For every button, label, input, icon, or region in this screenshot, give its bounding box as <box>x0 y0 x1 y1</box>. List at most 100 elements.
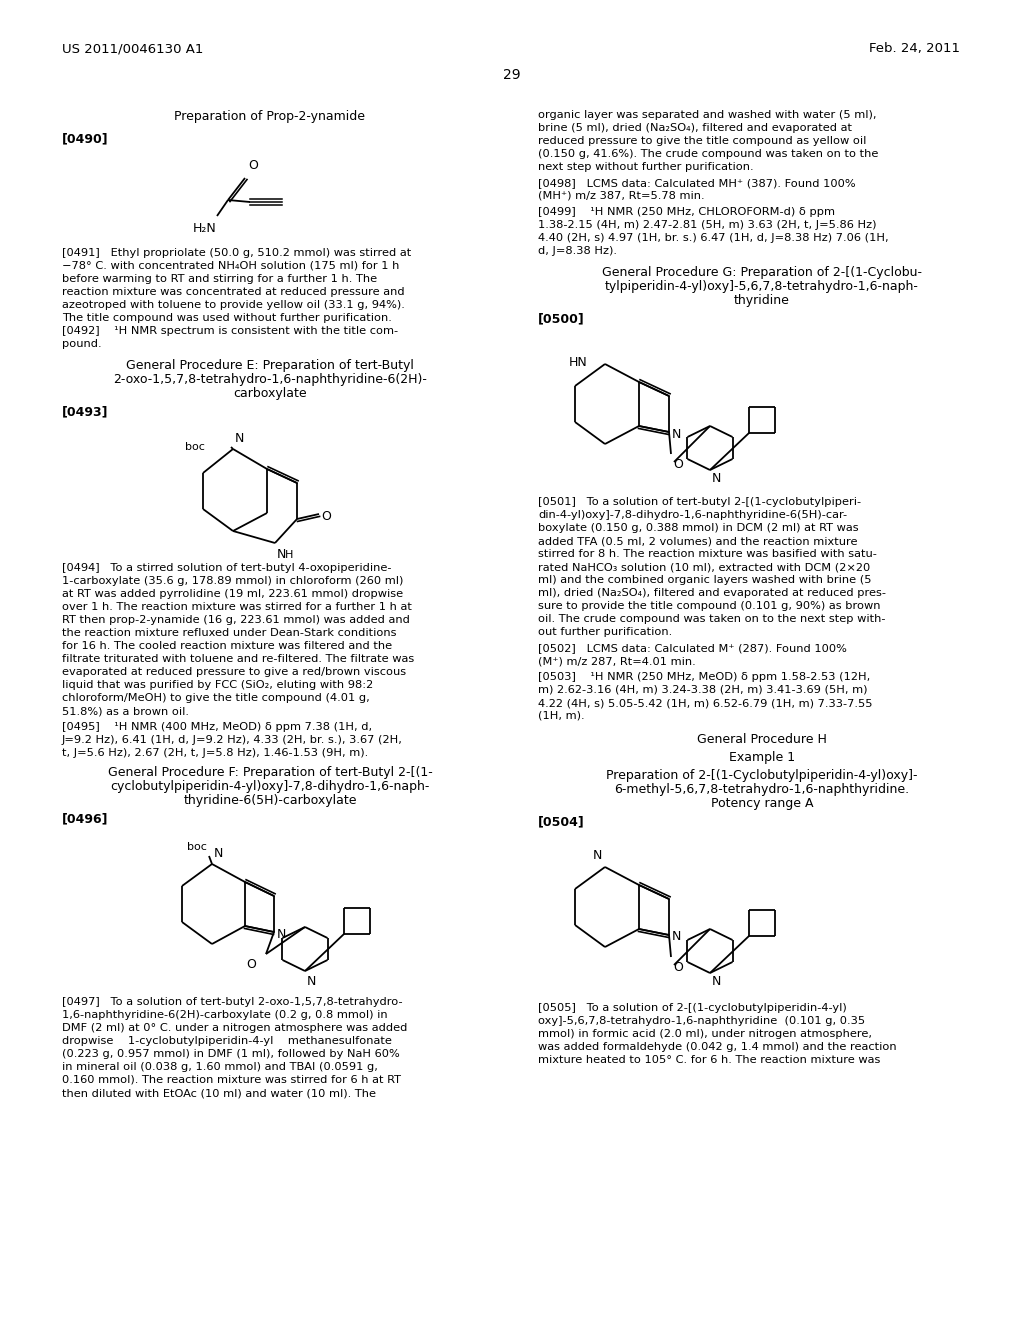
Text: N: N <box>712 975 721 987</box>
Text: azeotroped with toluene to provide yellow oil (33.1 g, 94%).: azeotroped with toluene to provide yello… <box>62 300 404 310</box>
Text: (MH⁺) m/z 387, Rt=5.78 min.: (MH⁺) m/z 387, Rt=5.78 min. <box>538 191 705 201</box>
Text: cyclobutylpiperidin-4-yl)oxy]-7,8-dihydro-1,6-naph-: cyclobutylpiperidin-4-yl)oxy]-7,8-dihydr… <box>111 780 430 793</box>
Text: reaction mixture was concentrated at reduced pressure and: reaction mixture was concentrated at red… <box>62 286 404 297</box>
Text: before warming to RT and stirring for a further 1 h. The: before warming to RT and stirring for a … <box>62 275 377 284</box>
Text: 1,6-naphthyridine-6(2H)-carboxylate (0.2 g, 0.8 mmol) in: 1,6-naphthyridine-6(2H)-carboxylate (0.2… <box>62 1010 388 1020</box>
Text: Feb. 24, 2011: Feb. 24, 2011 <box>869 42 961 55</box>
Text: O: O <box>246 958 256 972</box>
Text: (1H, m).: (1H, m). <box>538 711 585 721</box>
Text: filtrate triturated with toluene and re-filtered. The filtrate was: filtrate triturated with toluene and re-… <box>62 653 415 664</box>
Text: boc: boc <box>187 842 207 851</box>
Text: N: N <box>278 928 287 940</box>
Text: [0504]: [0504] <box>538 814 585 828</box>
Text: [0499]    ¹H NMR (250 MHz, CHLOROFORM-d) δ ppm: [0499] ¹H NMR (250 MHz, CHLOROFORM-d) δ … <box>538 207 835 216</box>
Text: 1-carboxylate (35.6 g, 178.89 mmol) in chloroform (260 ml): 1-carboxylate (35.6 g, 178.89 mmol) in c… <box>62 576 403 586</box>
Text: General Procedure F: Preparation of tert-Butyl 2-[(1-: General Procedure F: Preparation of tert… <box>108 766 432 779</box>
Text: for 16 h. The cooled reaction mixture was filtered and the: for 16 h. The cooled reaction mixture wa… <box>62 642 392 651</box>
Text: 29: 29 <box>503 69 521 82</box>
Text: 4.40 (2H, s) 4.97 (1H, br. s.) 6.47 (1H, d, J=8.38 Hz) 7.06 (1H,: 4.40 (2H, s) 4.97 (1H, br. s.) 6.47 (1H,… <box>538 234 889 243</box>
Text: DMF (2 ml) at 0° C. under a nitrogen atmosphere was added: DMF (2 ml) at 0° C. under a nitrogen atm… <box>62 1023 408 1034</box>
Text: pound.: pound. <box>62 339 101 348</box>
Text: reduced pressure to give the title compound as yellow oil: reduced pressure to give the title compo… <box>538 136 866 147</box>
Text: N: N <box>593 849 602 862</box>
Text: [0502]   LCMS data: Calculated M⁺ (287). Found 100%: [0502] LCMS data: Calculated M⁺ (287). F… <box>538 643 847 653</box>
Text: Preparation of 2-[(1-Cyclobutylpiperidin-4-yl)oxy]-: Preparation of 2-[(1-Cyclobutylpiperidin… <box>606 770 918 781</box>
Text: 51.8%) as a brown oil.: 51.8%) as a brown oil. <box>62 706 189 715</box>
Text: liquid that was purified by FCC (SiO₂, eluting with 98:2: liquid that was purified by FCC (SiO₂, e… <box>62 680 374 690</box>
Text: 0.160 mmol). The reaction mixture was stirred for 6 h at RT: 0.160 mmol). The reaction mixture was st… <box>62 1074 401 1085</box>
Text: thyridine-6(5H)-carboxylate: thyridine-6(5H)-carboxylate <box>183 795 356 807</box>
Text: RT then prop-2-ynamide (16 g, 223.61 mmol) was added and: RT then prop-2-ynamide (16 g, 223.61 mmo… <box>62 615 410 624</box>
Text: ml) and the combined organic layers washed with brine (5: ml) and the combined organic layers wash… <box>538 576 871 585</box>
Text: [0494]   To a stirred solution of tert-butyl 4-oxopiperidine-: [0494] To a stirred solution of tert-but… <box>62 564 391 573</box>
Text: O: O <box>673 458 683 471</box>
Text: N: N <box>672 931 681 944</box>
Text: boc: boc <box>185 442 205 451</box>
Text: evaporated at reduced pressure to give a red/brown viscous: evaporated at reduced pressure to give a… <box>62 667 407 677</box>
Text: O: O <box>673 961 683 974</box>
Text: 6-methyl-5,6,7,8-tetrahydro-1,6-naphthyridine.: 6-methyl-5,6,7,8-tetrahydro-1,6-naphthyr… <box>614 783 909 796</box>
Text: dropwise    1-cyclobutylpiperidin-4-yl    methanesulfonate: dropwise 1-cyclobutylpiperidin-4-yl meth… <box>62 1036 392 1045</box>
Text: m) 2.62-3.16 (4H, m) 3.24-3.38 (2H, m) 3.41-3.69 (5H, m): m) 2.62-3.16 (4H, m) 3.24-3.38 (2H, m) 3… <box>538 685 867 696</box>
Text: sure to provide the title compound (0.101 g, 90%) as brown: sure to provide the title compound (0.10… <box>538 601 881 611</box>
Text: N: N <box>234 432 245 445</box>
Text: brine (5 ml), dried (Na₂SO₄), filtered and evaporated at: brine (5 ml), dried (Na₂SO₄), filtered a… <box>538 123 852 133</box>
Text: tylpiperidin-4-yl)oxy]-5,6,7,8-tetrahydro-1,6-naph-: tylpiperidin-4-yl)oxy]-5,6,7,8-tetrahydr… <box>605 280 919 293</box>
Text: [0497]   To a solution of tert-butyl 2-oxo-1,5,7,8-tetrahydro-: [0497] To a solution of tert-butyl 2-oxo… <box>62 997 402 1007</box>
Text: [0490]: [0490] <box>62 132 109 145</box>
Text: N: N <box>712 473 721 484</box>
Text: din-4-yl)oxy]-7,8-dihydro-1,6-naphthyridine-6(5H)-car-: din-4-yl)oxy]-7,8-dihydro-1,6-naphthyrid… <box>538 510 847 520</box>
Text: at RT was added pyrrolidine (19 ml, 223.61 mmol) dropwise: at RT was added pyrrolidine (19 ml, 223.… <box>62 589 403 599</box>
Text: [0501]   To a solution of tert-butyl 2-[(1-cyclobutylpiperi-: [0501] To a solution of tert-butyl 2-[(1… <box>538 498 861 507</box>
Text: 2-oxo-1,5,7,8-tetrahydro-1,6-naphthyridine-6(2H)-: 2-oxo-1,5,7,8-tetrahydro-1,6-naphthyridi… <box>113 374 427 385</box>
Text: [0505]   To a solution of 2-[(1-cyclobutylpiperidin-4-yl): [0505] To a solution of 2-[(1-cyclobutyl… <box>538 1003 847 1012</box>
Text: (0.223 g, 0.957 mmol) in DMF (1 ml), followed by NaH 60%: (0.223 g, 0.957 mmol) in DMF (1 ml), fol… <box>62 1049 399 1059</box>
Text: mixture heated to 105° C. for 6 h. The reaction mixture was: mixture heated to 105° C. for 6 h. The r… <box>538 1055 881 1065</box>
Text: The title compound was used without further purification.: The title compound was used without furt… <box>62 313 392 323</box>
Text: [0500]: [0500] <box>538 312 585 325</box>
Text: then diluted with EtOAc (10 ml) and water (10 ml). The: then diluted with EtOAc (10 ml) and wate… <box>62 1088 376 1098</box>
Text: [0492]    ¹H NMR spectrum is consistent with the title com-: [0492] ¹H NMR spectrum is consistent wit… <box>62 326 398 337</box>
Text: [0493]: [0493] <box>62 405 109 418</box>
Text: H: H <box>285 550 293 560</box>
Text: carboxylate: carboxylate <box>233 387 307 400</box>
Text: was added formaldehyde (0.042 g, 1.4 mmol) and the reaction: was added formaldehyde (0.042 g, 1.4 mmo… <box>538 1041 897 1052</box>
Text: chloroform/MeOH) to give the title compound (4.01 g,: chloroform/MeOH) to give the title compo… <box>62 693 370 704</box>
Text: Potency range A: Potency range A <box>711 797 813 810</box>
Text: −78° C. with concentrated NH₄OH solution (175 ml) for 1 h: −78° C. with concentrated NH₄OH solution… <box>62 261 399 271</box>
Text: General Procedure E: Preparation of tert-Butyl: General Procedure E: Preparation of tert… <box>126 359 414 372</box>
Text: Preparation of Prop-2-ynamide: Preparation of Prop-2-ynamide <box>174 110 366 123</box>
Text: [0503]    ¹H NMR (250 MHz, MeOD) δ ppm 1.58-2.53 (12H,: [0503] ¹H NMR (250 MHz, MeOD) δ ppm 1.58… <box>538 672 870 682</box>
Text: [0498]   LCMS data: Calculated MH⁺ (387). Found 100%: [0498] LCMS data: Calculated MH⁺ (387). … <box>538 178 856 187</box>
Text: rated NaHCO₃ solution (10 ml), extracted with DCM (2×20: rated NaHCO₃ solution (10 ml), extracted… <box>538 562 870 572</box>
Text: H₂N: H₂N <box>193 222 217 235</box>
Text: the reaction mixture refluxed under Dean-Stark conditions: the reaction mixture refluxed under Dean… <box>62 628 396 638</box>
Text: (0.150 g, 41.6%). The crude compound was taken on to the: (0.150 g, 41.6%). The crude compound was… <box>538 149 879 158</box>
Text: stirred for 8 h. The reaction mixture was basified with satu-: stirred for 8 h. The reaction mixture wa… <box>538 549 877 558</box>
Text: thyridine: thyridine <box>734 294 790 308</box>
Text: d, J=8.38 Hz).: d, J=8.38 Hz). <box>538 246 617 256</box>
Text: mmol) in formic acid (2.0 ml), under nitrogen atmosphere,: mmol) in formic acid (2.0 ml), under nit… <box>538 1030 872 1039</box>
Text: (M⁺) m/z 287, Rt=4.01 min.: (M⁺) m/z 287, Rt=4.01 min. <box>538 656 695 667</box>
Text: 4.22 (4H, s) 5.05-5.42 (1H, m) 6.52-6.79 (1H, m) 7.33-7.55: 4.22 (4H, s) 5.05-5.42 (1H, m) 6.52-6.79… <box>538 698 872 708</box>
Text: N: N <box>672 428 681 441</box>
Text: next step without further purification.: next step without further purification. <box>538 162 754 172</box>
Text: N: N <box>307 975 316 987</box>
Text: oxy]-5,6,7,8-tetrahydro-1,6-naphthyridine  (0.101 g, 0.35: oxy]-5,6,7,8-tetrahydro-1,6-naphthyridin… <box>538 1016 865 1026</box>
Text: out further purification.: out further purification. <box>538 627 672 638</box>
Text: over 1 h. The reaction mixture was stirred for a further 1 h at: over 1 h. The reaction mixture was stirr… <box>62 602 412 612</box>
Text: General Procedure H: General Procedure H <box>697 733 827 746</box>
Text: O: O <box>248 158 258 172</box>
Text: N: N <box>278 548 287 561</box>
Text: General Procedure G: Preparation of 2-[(1-Cyclobu-: General Procedure G: Preparation of 2-[(… <box>602 267 922 279</box>
Text: oil. The crude compound was taken on to the next step with-: oil. The crude compound was taken on to … <box>538 614 886 624</box>
Text: t, J=5.6 Hz), 2.67 (2H, t, J=5.8 Hz), 1.46-1.53 (9H, m).: t, J=5.6 Hz), 2.67 (2H, t, J=5.8 Hz), 1.… <box>62 748 369 758</box>
Text: added TFA (0.5 ml, 2 volumes) and the reaction mixture: added TFA (0.5 ml, 2 volumes) and the re… <box>538 536 857 546</box>
Text: ml), dried (Na₂SO₄), filtered and evaporated at reduced pres-: ml), dried (Na₂SO₄), filtered and evapor… <box>538 587 886 598</box>
Text: N: N <box>214 847 223 861</box>
Text: HN: HN <box>568 355 587 368</box>
Text: boxylate (0.150 g, 0.388 mmol) in DCM (2 ml) at RT was: boxylate (0.150 g, 0.388 mmol) in DCM (2… <box>538 523 859 533</box>
Text: 1.38-2.15 (4H, m) 2.47-2.81 (5H, m) 3.63 (2H, t, J=5.86 Hz): 1.38-2.15 (4H, m) 2.47-2.81 (5H, m) 3.63… <box>538 220 877 230</box>
Text: US 2011/0046130 A1: US 2011/0046130 A1 <box>62 42 204 55</box>
Text: [0495]    ¹H NMR (400 MHz, MeOD) δ ppm 7.38 (1H, d,: [0495] ¹H NMR (400 MHz, MeOD) δ ppm 7.38… <box>62 722 372 733</box>
